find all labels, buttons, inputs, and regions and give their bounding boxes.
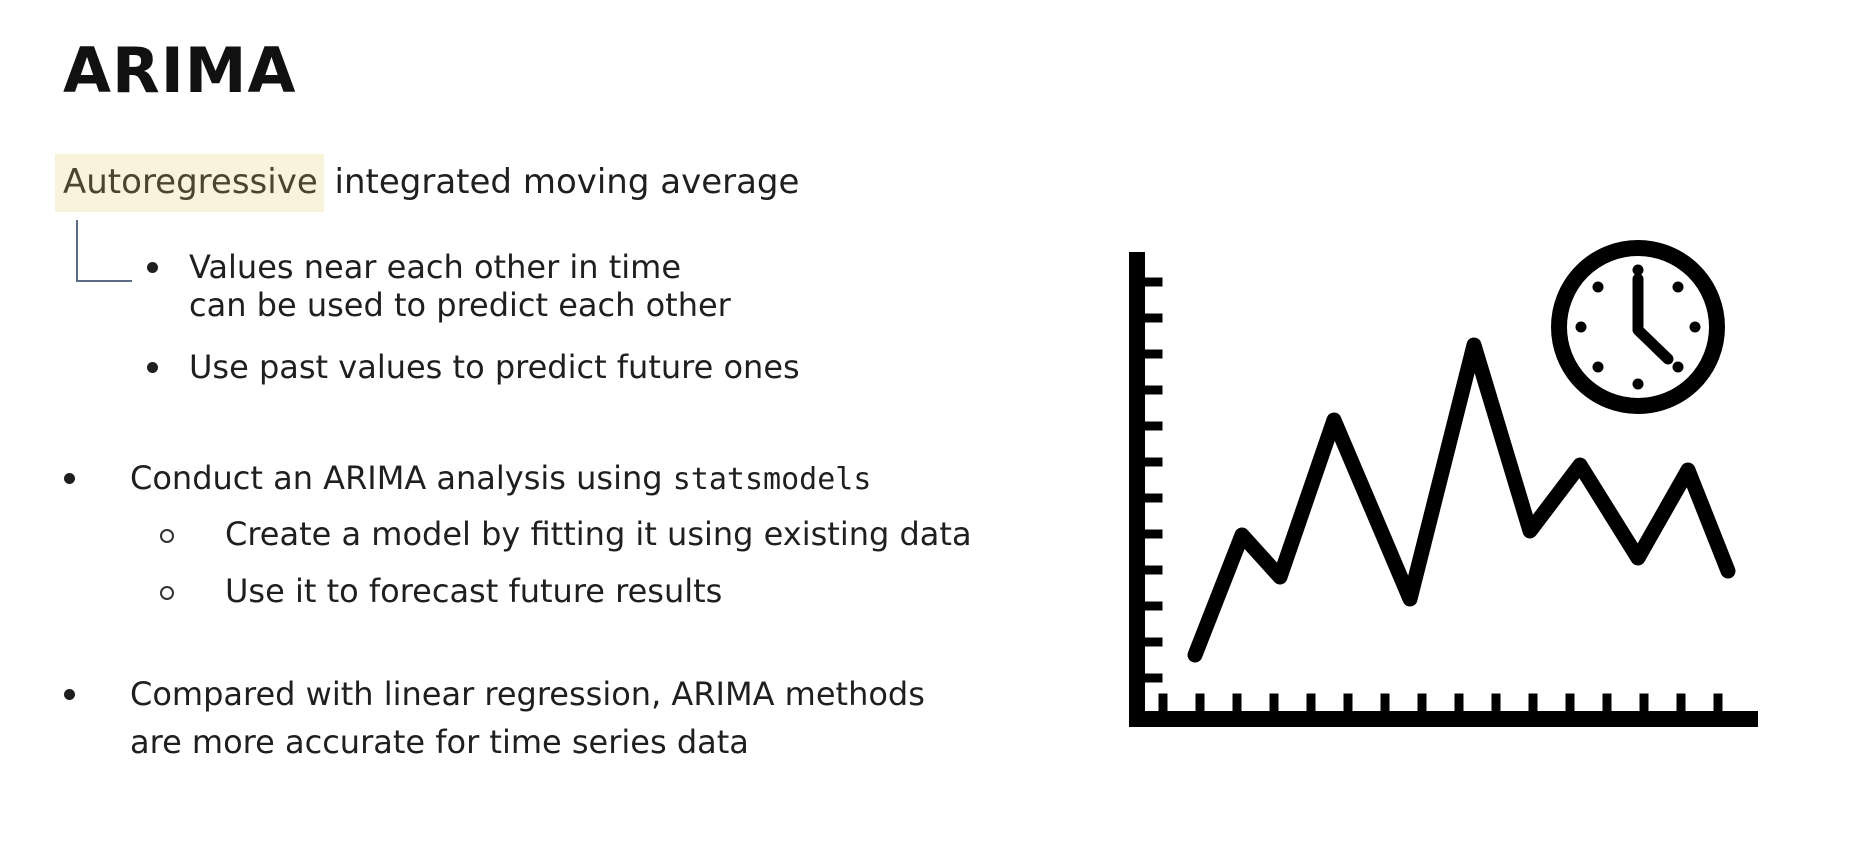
bullet-ring-icon [160, 586, 174, 600]
bullet-text: are more accurate for time series data [130, 723, 749, 761]
time-series-chart-with-clock-icon [1120, 215, 1770, 759]
list-item: Use past values to predict future ones [145, 348, 800, 386]
code-term: statsmodels [672, 462, 872, 497]
bullet-dot-icon [64, 473, 75, 484]
bullet-dot-icon [147, 362, 158, 373]
bullet-text: Compared with linear regression, ARIMA m… [130, 675, 925, 713]
sub-bullet-forecast: Use it to forecast future results [160, 571, 722, 611]
list-item: Values near each other in time can be us… [145, 248, 800, 324]
bullet-text: Conduct an ARIMA analysis using [130, 459, 673, 497]
trend-line-icon [1187, 337, 1736, 663]
acronym-rest: integrated moving average [323, 162, 800, 202]
bullet-comparison: Compared with linear regression, ARIMA m… [64, 670, 925, 766]
highlighted-term: Autoregressive [55, 154, 324, 212]
bullet-dot-icon [147, 262, 158, 273]
bullet-arima-analysis: Conduct an ARIMA analysis using statsmod… [64, 454, 871, 504]
sub-bullet-text: Use it to forecast future results [225, 572, 723, 610]
clock-icon [1551, 240, 1725, 414]
sub-bullet-text: Create a model by fitting it using exist… [225, 515, 972, 553]
acronym-expansion: Autoregressive integrated moving average [55, 154, 800, 212]
list-item-line: can be used to predict each other [189, 286, 731, 324]
sub-bullet-fit-model: Create a model by fitting it using exist… [160, 514, 972, 554]
chart-axes-icon [1129, 252, 1758, 727]
bullet-ring-icon [160, 529, 174, 543]
list-item-line: Values near each other in time [189, 248, 682, 286]
bracket-connector [76, 220, 132, 282]
slide-title: ARIMA [63, 34, 297, 107]
autoregressive-points: Values near each other in time can be us… [145, 248, 800, 410]
list-item-line: Use past values to predict future ones [189, 348, 800, 386]
bullet-dot-icon [64, 689, 75, 700]
